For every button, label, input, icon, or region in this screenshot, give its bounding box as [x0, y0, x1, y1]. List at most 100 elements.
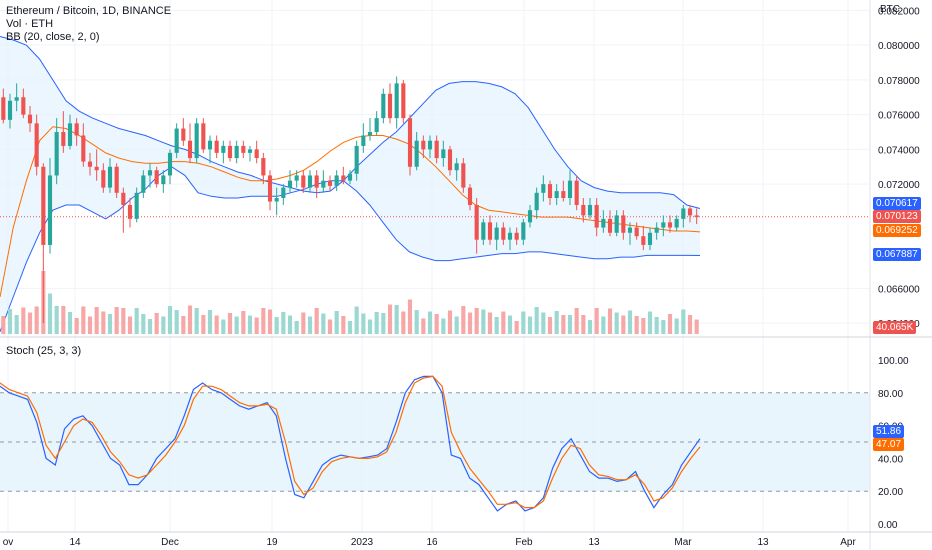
- candle-body: [321, 180, 326, 188]
- candle-body: [107, 166, 113, 188]
- volume-bar: [121, 308, 126, 334]
- currency-label: BTC: [880, 4, 900, 15]
- time-tick-label: 14: [69, 537, 81, 548]
- volume-bar: [667, 314, 673, 334]
- volume-badge: 40.065K: [873, 321, 917, 334]
- time-tick-label: Mar: [674, 537, 692, 548]
- volume-bar: [54, 306, 59, 334]
- candle-body: [207, 140, 213, 150]
- time-tick-label: 19: [266, 537, 278, 548]
- candle-body: [474, 204, 479, 240]
- candle-body: [694, 215, 699, 218]
- candle-body: [27, 114, 33, 124]
- candle-body: [427, 140, 433, 150]
- volume-bar: [527, 316, 533, 334]
- stoch-d-badge: 47.07: [873, 438, 905, 451]
- volume-bar: [254, 317, 259, 334]
- candle-body: [654, 227, 659, 233]
- volume-bar: [247, 315, 253, 334]
- volume-bar: [474, 308, 479, 334]
- time-tick-label: 13: [588, 537, 600, 548]
- candle-body: [7, 100, 13, 120]
- volume-bar: [74, 318, 79, 334]
- candle-body: [394, 83, 399, 119]
- volume-bar: [607, 308, 613, 334]
- volume-bar: [81, 306, 86, 334]
- volume-bar: [441, 318, 446, 334]
- volume-bar: [494, 317, 499, 334]
- candle-body: [14, 97, 19, 101]
- volume-bar: [627, 310, 633, 334]
- volume-bar: [574, 308, 579, 334]
- volume-bar: [261, 308, 266, 334]
- volume-bar: [201, 315, 206, 334]
- volume-bar: [361, 313, 366, 334]
- stoch-tick-label: 100.00: [878, 356, 909, 367]
- bollinger-legend[interactable]: BB (20, close, 2, 0): [6, 31, 100, 43]
- candle-body: [374, 118, 379, 133]
- candle-body: [154, 170, 159, 185]
- candle-body: [514, 232, 519, 240]
- volume-legend[interactable]: Vol · ETH: [6, 18, 54, 30]
- volume-bar: [681, 309, 686, 334]
- candle-body: [127, 204, 133, 219]
- volume-bar: [407, 299, 413, 334]
- time-tick-label: ov: [3, 537, 14, 548]
- candle-body: [494, 227, 499, 240]
- volume-bar: [174, 310, 179, 334]
- volume-bar: [134, 308, 139, 334]
- candle-body: [574, 180, 579, 205]
- stoch-legend[interactable]: Stoch (25, 3, 3): [6, 345, 82, 357]
- candle-body: [281, 187, 286, 199]
- candle-body: [261, 158, 266, 176]
- candle-body: [681, 208, 686, 219]
- price-tick-label: 0.066000: [878, 284, 920, 295]
- time-tick-label: Feb: [515, 537, 533, 548]
- candle-body: [194, 123, 199, 159]
- candle-body: [241, 145, 246, 153]
- candle-body: [267, 175, 273, 202]
- volume-bar: [687, 315, 693, 334]
- candle-body: [487, 222, 493, 240]
- candle-body: [634, 227, 639, 237]
- bb-basis-badge: 0.069252: [873, 224, 921, 237]
- volume-bar: [601, 316, 606, 334]
- candle-body: [314, 175, 319, 188]
- candle-body: [67, 123, 73, 146]
- candle-body: [101, 170, 106, 188]
- volume-bar: [654, 317, 659, 334]
- volume-bar: [501, 311, 506, 334]
- candle-body: [361, 135, 366, 146]
- volume-bar: [181, 316, 186, 334]
- bb-lower-line: [0, 166, 701, 332]
- time-tick-label: 13: [757, 537, 769, 548]
- chart-title[interactable]: Ethereum / Bitcoin, 1D, BINANCE: [6, 5, 172, 17]
- candle-body: [41, 166, 46, 245]
- candle-body: [461, 163, 466, 188]
- volume-bar: [301, 312, 306, 334]
- volume-bar: [401, 311, 406, 334]
- volume-bar: [587, 320, 593, 334]
- candle-body: [407, 118, 413, 167]
- volume-bar: [167, 306, 173, 334]
- volume-bar: [354, 306, 359, 334]
- candle-body: [594, 204, 599, 228]
- candle-body: [307, 175, 313, 188]
- candle-body: [34, 123, 39, 167]
- candle-body: [587, 204, 593, 216]
- volume-bar: [194, 308, 199, 334]
- candle-body: [61, 132, 66, 146]
- candle-body: [301, 175, 306, 188]
- candle-body: [174, 128, 179, 153]
- bb-fill-area: [0, 36, 700, 332]
- candle-body: [114, 166, 119, 193]
- candle-body: [401, 83, 406, 119]
- candle-body: [641, 236, 646, 245]
- volume-bar: [187, 305, 193, 334]
- candle-body: [541, 184, 546, 193]
- stoch-tick-label: 80.00: [878, 389, 903, 400]
- volume-bar: [641, 318, 646, 334]
- candle-body: [421, 140, 426, 150]
- volume-bar: [447, 310, 453, 334]
